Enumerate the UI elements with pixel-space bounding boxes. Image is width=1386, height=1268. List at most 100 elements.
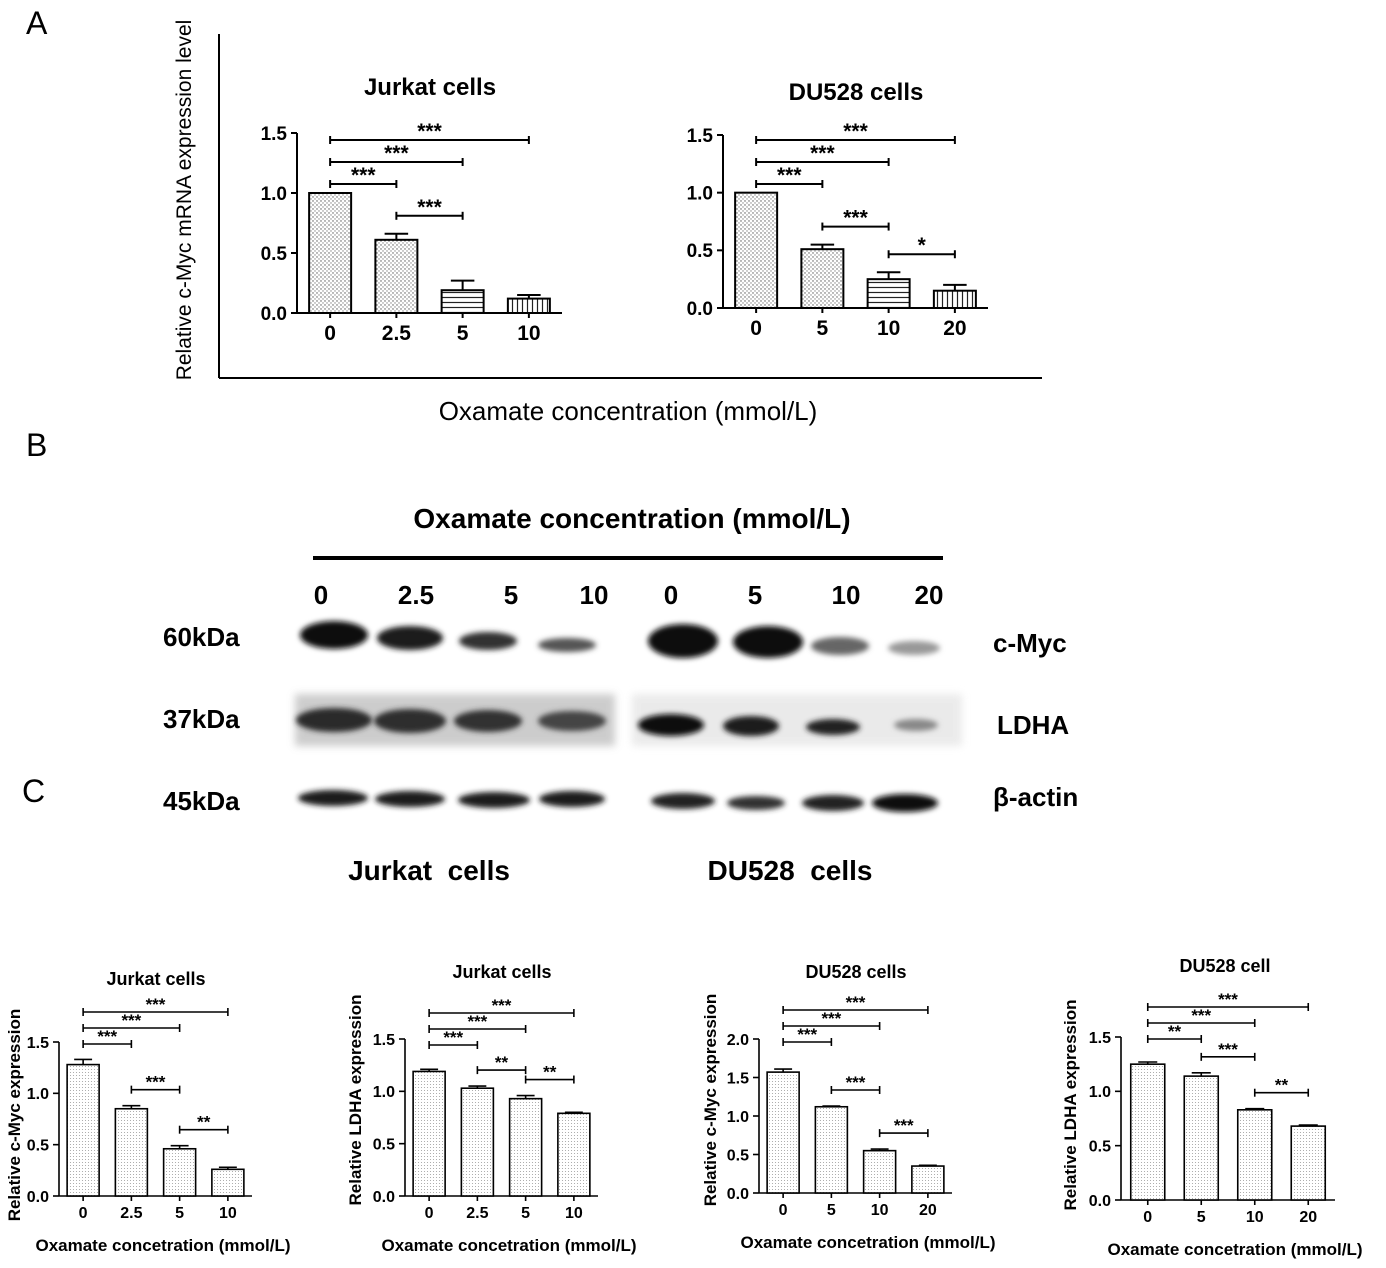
lane-label: 5 — [748, 580, 762, 610]
bar — [766, 1071, 800, 1194]
panel-letter-a: A — [26, 5, 48, 41]
significance-label: *** — [1191, 1006, 1211, 1025]
significance-label: *** — [146, 995, 166, 1014]
chart-title: Jurkat cells — [452, 962, 551, 982]
panel-b-western-blot: Oxamate concentration (mmol/L) 0 2.5 5 1… — [163, 503, 1078, 886]
x-tick-label: 10 — [871, 1202, 889, 1219]
bar — [162, 1147, 197, 1197]
y-tick-label: 0.0 — [27, 1189, 49, 1206]
blot-band-cmyc-lane2 — [377, 626, 443, 650]
blot-band-bactin-lane7 — [802, 795, 864, 811]
y-axis-label: Relative LDHA expression — [1061, 1000, 1080, 1211]
y-tick-label: 1.5 — [687, 126, 714, 147]
y-tick-label: 1.5 — [373, 1032, 395, 1049]
y-tick-label: 1.0 — [261, 184, 287, 205]
significance-label: *** — [384, 142, 409, 165]
lane-label: 0 — [314, 580, 328, 610]
significance-label: *** — [894, 1116, 914, 1135]
x-axis-label: Oxamate concetration (mmol/L) — [1107, 1240, 1362, 1259]
blot-band-bactin-lane4 — [539, 791, 605, 807]
significance-label: *** — [492, 996, 512, 1015]
y-tick-label: 0.0 — [1089, 1193, 1111, 1210]
significance-label: *** — [843, 207, 868, 230]
y-tick-label: 1.0 — [373, 1084, 395, 1101]
protein-label-ldha: LDHA — [997, 710, 1069, 740]
y-tick-label: 0.5 — [727, 1147, 749, 1164]
x-tick-label: 2.5 — [382, 322, 412, 345]
blot-header: Oxamate concentration (mmol/L) — [413, 503, 850, 534]
chart-title: DU528 cells — [789, 79, 924, 106]
significance-label: *** — [146, 1073, 166, 1092]
significance-label: *** — [121, 1011, 141, 1030]
bar — [114, 1107, 149, 1197]
y-tick-label: 1.5 — [1089, 1030, 1111, 1047]
blot-band-cmyc-lane7 — [811, 637, 869, 655]
y-tick-label: 0.5 — [1089, 1138, 1111, 1155]
x-tick-label: 2.5 — [120, 1205, 142, 1222]
bar — [374, 238, 419, 314]
x-tick-label: 0 — [750, 317, 762, 340]
y-tick-label: 0.5 — [687, 241, 714, 262]
x-tick-label: 0 — [779, 1202, 788, 1219]
significance-label: *** — [843, 120, 868, 143]
blot-band-ldha-lane5 — [638, 714, 704, 736]
blot-band-bactin-lane8 — [872, 794, 938, 812]
x-tick-label: 10 — [565, 1205, 583, 1222]
x-tick-label: 5 — [827, 1202, 836, 1219]
blot-band-ldha-lane3 — [454, 710, 522, 732]
x-tick-label: 10 — [219, 1205, 237, 1222]
y-tick-label: 1.0 — [727, 1109, 749, 1126]
y-tick-label: 0.5 — [373, 1136, 395, 1153]
y-tick-label: 0.0 — [373, 1189, 395, 1206]
panel-letter-b: B — [26, 427, 47, 463]
significance-label: *** — [417, 196, 442, 219]
y-tick-label: 0.5 — [27, 1137, 49, 1154]
significance-label: ** — [495, 1053, 509, 1072]
lane-label: 10 — [580, 580, 609, 610]
significance-label: *** — [443, 1028, 463, 1047]
panel-a-ylabel: Relative c-Myc mRNA expression level — [173, 20, 196, 381]
significance-label: *** — [797, 1025, 817, 1044]
bar — [412, 1070, 446, 1197]
chart-a-jurkat: Jurkat cells 0.0 0.5 1.0 1.5 0 2.5 5 10 *** *** ***… — [261, 74, 562, 345]
x-tick-label: 2.5 — [466, 1205, 488, 1222]
y-tick-label: 2.0 — [727, 1032, 749, 1049]
blot-band-ldha-lane1 — [296, 708, 372, 732]
bar — [508, 1097, 543, 1197]
lane-label: 5 — [504, 580, 518, 610]
blot-group-label-du528: DU528 cells — [708, 855, 873, 886]
significance-label: ** — [197, 1113, 211, 1132]
chart-title: DU528 cell — [1179, 956, 1270, 976]
bar — [862, 1149, 897, 1194]
bar — [440, 289, 485, 315]
bar — [1183, 1075, 1220, 1201]
bar — [814, 1105, 849, 1194]
protein-label-cmyc: c-Myc — [993, 628, 1067, 658]
significance-label: *** — [467, 1012, 487, 1031]
x-tick-label: 5 — [521, 1205, 530, 1222]
significance-label: *** — [777, 164, 802, 187]
y-tick-label: 0.0 — [687, 299, 713, 320]
lane-label: 10 — [832, 580, 861, 610]
significance-label: *** — [1218, 990, 1238, 1009]
bar — [911, 1165, 945, 1194]
x-tick-label: 5 — [1197, 1209, 1206, 1226]
significance-label: *** — [846, 1073, 866, 1092]
significance-label: *** — [846, 993, 866, 1012]
bar — [557, 1112, 591, 1197]
panel-a-xlabel: Oxamate concentration (mmol/L) — [439, 396, 818, 426]
x-tick-label: 20 — [919, 1202, 937, 1219]
blot-band-cmyc-lane8 — [888, 641, 940, 655]
x-tick-label: 20 — [1299, 1209, 1317, 1226]
bar — [211, 1168, 245, 1197]
blot-band-cmyc-lane6 — [733, 626, 803, 658]
bar — [866, 278, 911, 309]
blot-band-ldha-lane6 — [723, 716, 779, 736]
y-axis-label: Relative LDHA expression — [346, 995, 365, 1206]
x-axis-label: Oxamate concetration (mmol/L) — [381, 1236, 636, 1255]
y-axis-label: Relative c-Myc expression — [701, 994, 720, 1207]
blot-band-bactin-lane2 — [375, 791, 445, 807]
chart-title: DU528 cells — [805, 962, 906, 982]
